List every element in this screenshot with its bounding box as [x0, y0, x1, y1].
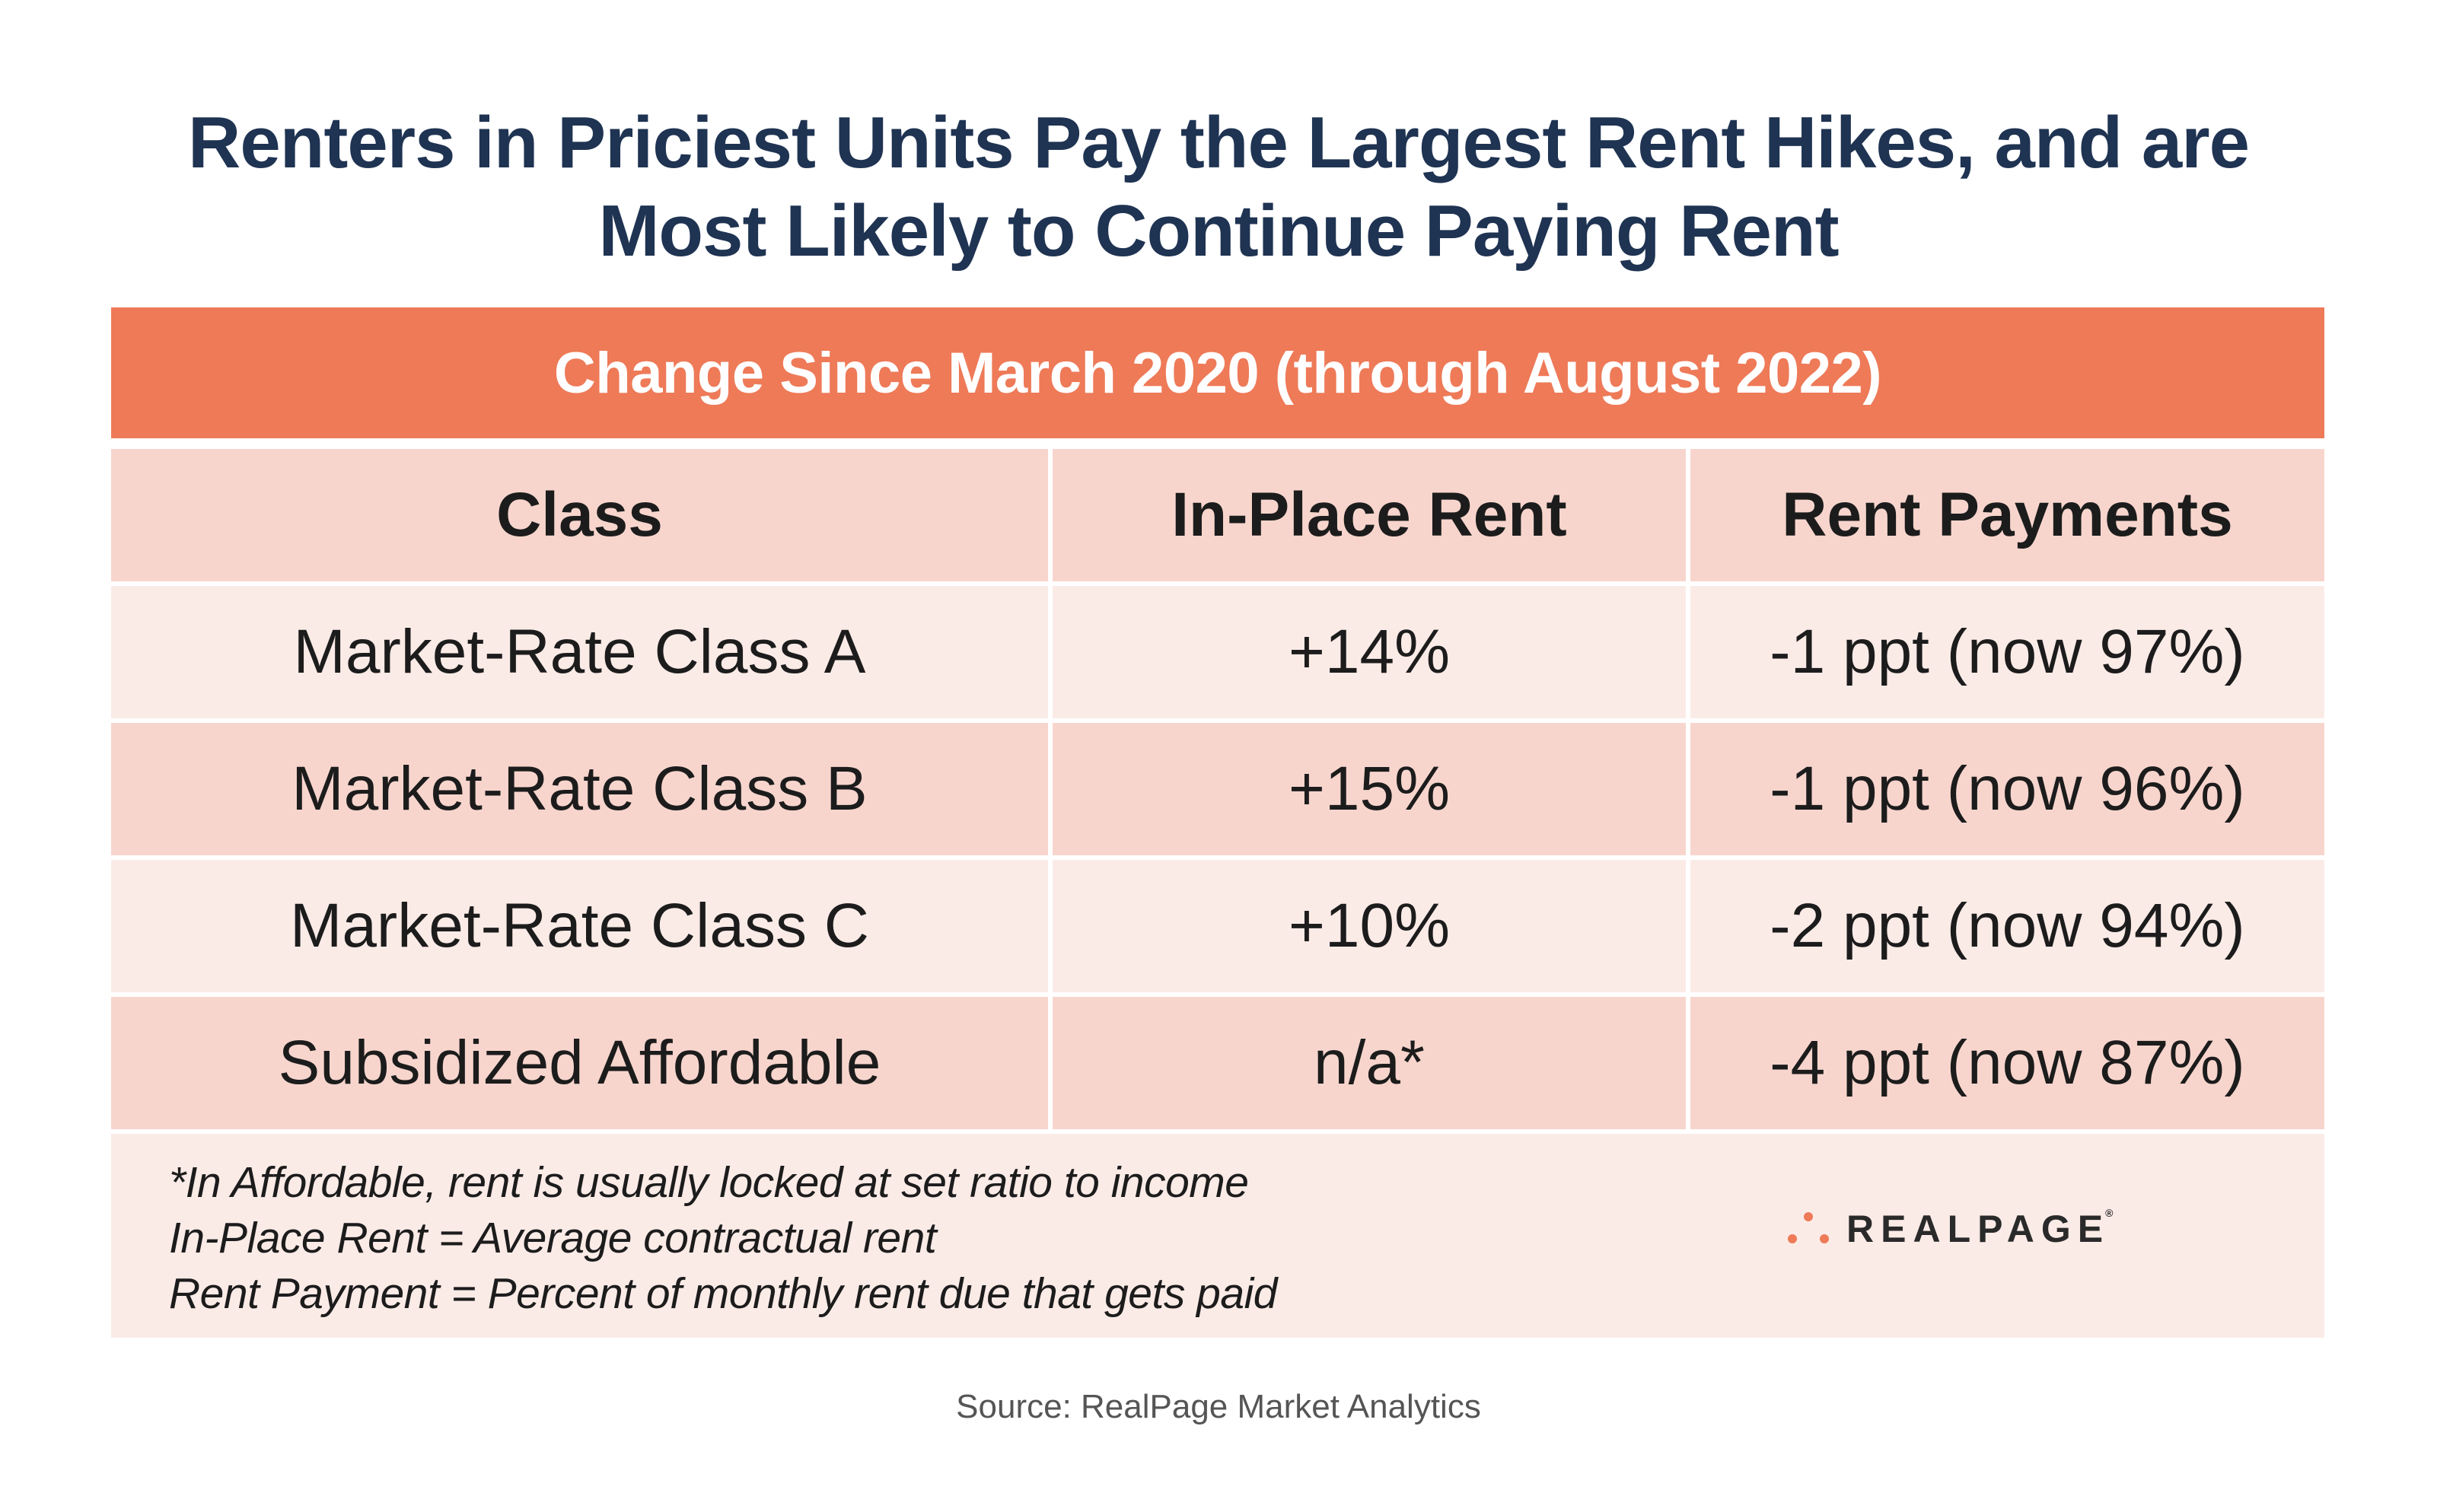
footnote-affordable: *In Affordable, rent is usually locked a… [169, 1158, 1249, 1207]
column-header-rent-payments: Rent Payments [1690, 449, 2324, 581]
realpage-logo: REALPAGE® [1786, 1202, 2113, 1256]
footnote-in-place-rent: In-Place Rent = Average contractual rent [169, 1214, 937, 1262]
chart-title: Renters in Priciest Units Pay the Larges… [0, 99, 2437, 275]
table-footer: *In Affordable, rent is usually locked a… [111, 1134, 2324, 1338]
title-line-2: Most Likely to Continue Paying Rent [598, 190, 1839, 272]
table-cell-in-place-rent: n/a* [1053, 997, 1690, 1129]
table-grid: Class In-Place Rent Rent Payments Market… [111, 449, 2324, 1129]
registered-mark: ® [2105, 1207, 2114, 1219]
realpage-wordmark: REALPAGE® [1846, 1207, 2113, 1251]
source-note: Source: RealPage Market Analytics [956, 1388, 1481, 1425]
footnote-rent-payment: Rent Payment = Percent of monthly rent d… [169, 1269, 1277, 1318]
column-header-in-place-rent: In-Place Rent [1053, 449, 1690, 581]
table-cell-rent-payments: -1 ppt (now 96%) [1690, 723, 2324, 855]
table-cell-in-place-rent: +10% [1053, 860, 1690, 992]
table-cell-class: Market-Rate Class C [111, 860, 1053, 992]
column-header-class: Class [111, 449, 1053, 581]
table-cell-in-place-rent: +15% [1053, 723, 1690, 855]
table-cell-rent-payments: -2 ppt (now 94%) [1690, 860, 2324, 992]
table-cell-class: Market-Rate Class B [111, 723, 1053, 855]
table-cell-rent-payments: -1 ppt (now 97%) [1690, 586, 2324, 718]
table-cell-class: Market-Rate Class A [111, 586, 1053, 718]
table-band-header: Change Since March 2020 (through August … [111, 307, 2324, 438]
table-cell-class: Subsidized Affordable [111, 997, 1053, 1129]
footnotes: *In Affordable, rent is usually locked a… [169, 1155, 1277, 1322]
table-cell-in-place-rent: +14% [1053, 586, 1690, 718]
data-table: Change Since March 2020 (through August … [111, 307, 2324, 1338]
realpage-dots-icon [1788, 1212, 1829, 1243]
realpage-wordmark-text: REALPAGE [1846, 1208, 2110, 1250]
title-line-1: Renters in Priciest Units Pay the Larges… [188, 102, 2250, 183]
table-cell-rent-payments: -4 ppt (now 87%) [1690, 997, 2324, 1129]
